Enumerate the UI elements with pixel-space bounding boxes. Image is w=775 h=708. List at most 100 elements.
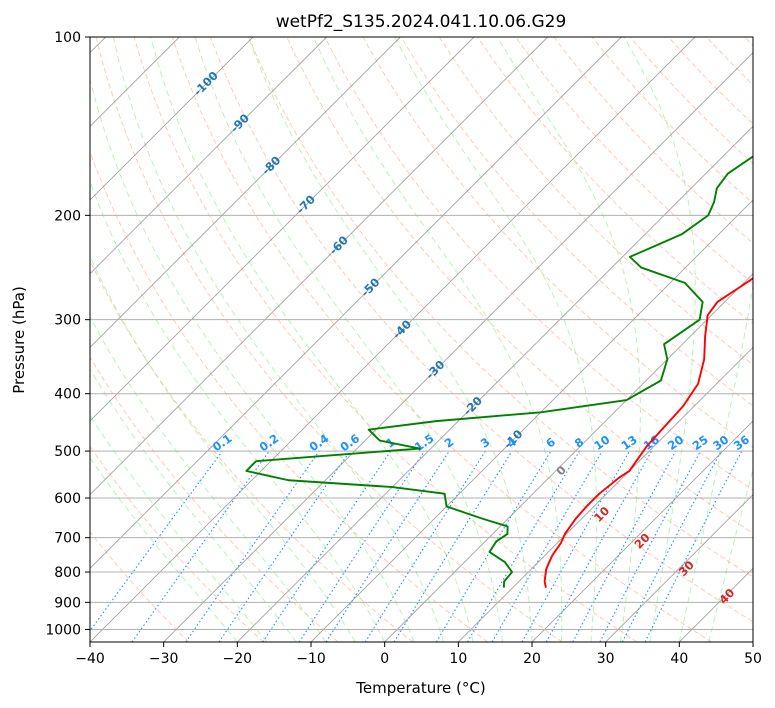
dry-adiabat-line xyxy=(744,37,753,47)
x-tick-label: −40 xyxy=(75,651,105,667)
grid-lines xyxy=(90,37,753,642)
moist-adiabat-line xyxy=(90,254,356,642)
mixing-ratio-label: 30 xyxy=(710,432,731,453)
mixing-ratio-line xyxy=(393,450,513,642)
y-tick-label: 1000 xyxy=(45,622,81,638)
moist-adiabat-line xyxy=(623,37,696,642)
y-axis-label: Pressure (hPa) xyxy=(10,286,28,394)
dry-adiabat-line xyxy=(362,37,753,449)
dry-adiabat-line xyxy=(439,37,753,366)
x-tick-label: 20 xyxy=(523,651,541,667)
dry-adiabat-line xyxy=(90,445,264,642)
dry-adiabat-line xyxy=(477,37,753,325)
moist-adiabat-label: 10 xyxy=(591,504,612,525)
moist-adiabat-label: 40 xyxy=(716,586,737,607)
mixing-ratio-line xyxy=(90,450,223,632)
isotherm-line xyxy=(90,37,327,275)
dry-adiabat-line xyxy=(324,37,753,491)
isotherm-line xyxy=(90,37,696,642)
y-tick-label: 100 xyxy=(54,30,81,46)
isotherm-line xyxy=(531,420,753,642)
mixing-ratio-label: 13 xyxy=(619,432,640,453)
dry-adiabat-line xyxy=(706,37,753,86)
moist-adiabat-label: 20 xyxy=(632,530,653,551)
isotherm-line xyxy=(458,346,753,642)
moist-adiabat-line xyxy=(394,37,598,642)
mixing-ratio-line xyxy=(599,450,702,642)
isotherm-line xyxy=(310,199,753,642)
mixing-ratio-line xyxy=(521,450,630,642)
mixing-ratio-label: 10 xyxy=(591,432,612,453)
mixing-ratio-line xyxy=(298,450,425,642)
dry-adiabat-line xyxy=(286,37,753,534)
moist-adiabat-line xyxy=(678,281,753,642)
isotherm-label: -100 xyxy=(191,68,221,98)
mixing-ratio-label: 36 xyxy=(731,432,752,453)
isotherm-label: -20 xyxy=(460,394,485,419)
dry-adiabat-line xyxy=(90,356,339,642)
mixing-ratio-line xyxy=(325,450,450,642)
y-tick-label: 300 xyxy=(54,313,81,329)
dewpoint-profile-line xyxy=(245,155,753,588)
y-tick-label: 700 xyxy=(54,531,81,547)
y-axis-ticks: 100 200 300 400 500 600 700 800 900 1000 xyxy=(45,30,90,638)
isotherm-label: -40 xyxy=(390,317,415,342)
moist-adiabat-line xyxy=(496,37,641,642)
dry-adiabat-line xyxy=(95,37,563,642)
dry-adiabat-line xyxy=(90,259,414,642)
moist-adiabat-line xyxy=(247,37,533,642)
moist-adiabat-label: 0 xyxy=(553,463,569,479)
x-tick-label: 40 xyxy=(670,651,688,667)
line-labels: -100-90-80-70-60-50-40-30-20-100.1 0.2 0.4… xyxy=(191,68,752,606)
moist-adiabat-line xyxy=(90,180,386,642)
plot-frame xyxy=(89,36,754,643)
mixing-ratio-label: 6 xyxy=(543,435,558,451)
temperature-profile-line xyxy=(543,277,753,588)
moist-adiabat-line xyxy=(112,37,445,642)
dry-adiabat-line xyxy=(553,37,753,244)
isotherm-line xyxy=(163,52,753,642)
moist-adiabat-label: 30 xyxy=(676,558,697,579)
moist-adiabat-line xyxy=(90,367,297,642)
x-tick-label: −20 xyxy=(223,651,253,667)
dry-adiabat-line xyxy=(210,37,753,623)
x-axis-ticks: −40 −30 −20 −10 0 10 20 30 40 50 xyxy=(75,642,762,667)
isotherm-label: -60 xyxy=(326,233,351,258)
mixing-ratio-line xyxy=(435,450,552,642)
dry-adiabat-line xyxy=(591,37,753,204)
moist-adiabat-line xyxy=(312,37,563,642)
mixing-ratio-line xyxy=(491,450,603,642)
isotherm-line xyxy=(384,273,753,642)
mixing-ratio-label: 25 xyxy=(690,432,711,453)
isotherm-label: -80 xyxy=(259,153,284,178)
isotherm-line xyxy=(237,125,753,642)
x-tick-label: −10 xyxy=(296,651,326,667)
x-axis-label: Temperature (°C) xyxy=(355,679,485,697)
isotherm-line xyxy=(90,37,548,496)
dry-adiabat-line xyxy=(668,37,753,125)
moist-adiabat-line xyxy=(708,467,753,642)
isotherm-line xyxy=(605,494,753,642)
isotherm-label: -70 xyxy=(294,192,319,217)
moist-adiabat-line xyxy=(194,37,504,642)
x-tick-label: 0 xyxy=(380,651,389,667)
mixing-ratio-line xyxy=(467,450,580,642)
y-tick-label: 800 xyxy=(54,565,81,581)
background-lines xyxy=(90,37,753,642)
mixing-ratio-line xyxy=(185,450,320,642)
isotherm-label: -50 xyxy=(358,275,383,300)
y-tick-label: 900 xyxy=(54,595,81,611)
y-tick-label: 500 xyxy=(54,444,81,460)
isotherm-line xyxy=(90,37,254,201)
x-tick-label: 30 xyxy=(597,651,615,667)
mixing-ratio-line xyxy=(572,450,677,642)
isotherm-line xyxy=(90,37,622,569)
dry-adiabat-line xyxy=(400,37,753,407)
moist-adiabat-line xyxy=(90,414,268,642)
y-tick-label: 200 xyxy=(54,208,81,224)
mixing-ratio-label: 3 xyxy=(478,435,493,451)
isotherm-line xyxy=(752,641,753,642)
y-tick-label: 400 xyxy=(54,387,81,403)
isotherm-label: -30 xyxy=(423,357,448,382)
